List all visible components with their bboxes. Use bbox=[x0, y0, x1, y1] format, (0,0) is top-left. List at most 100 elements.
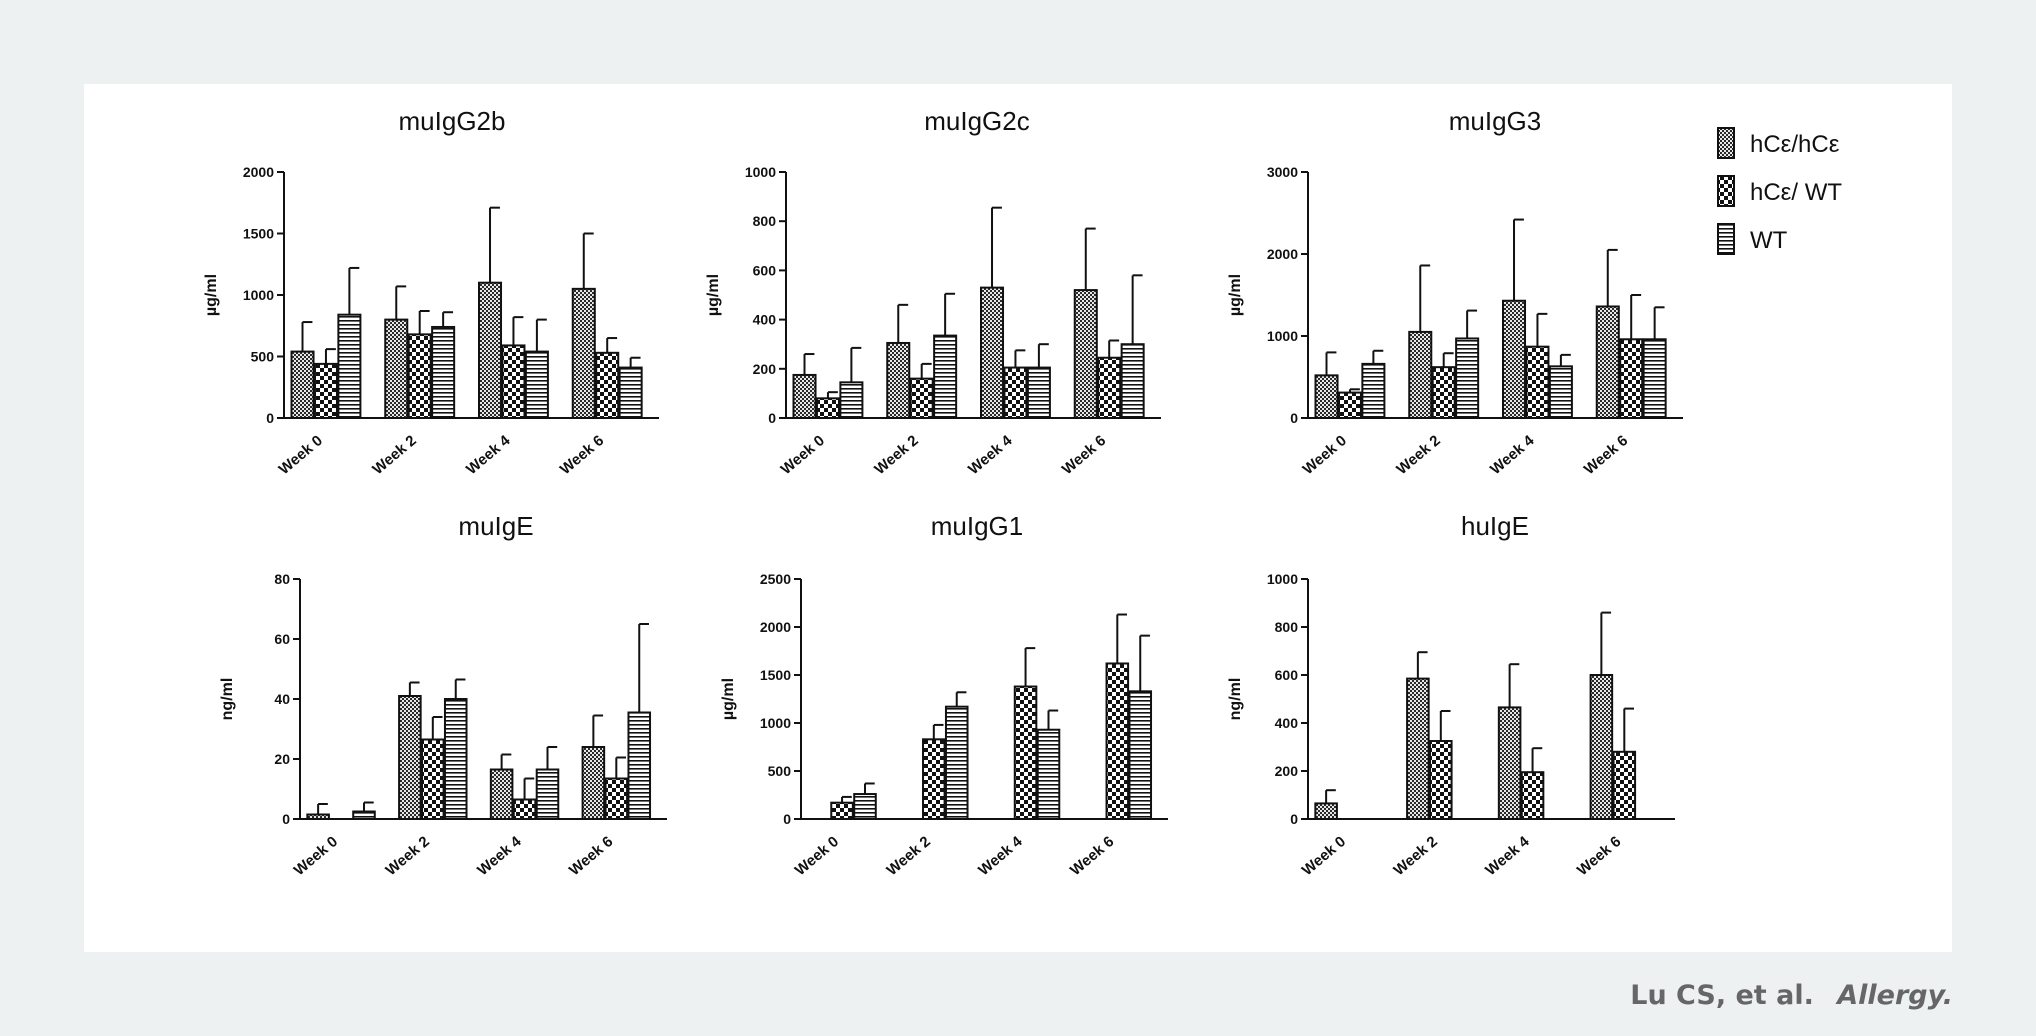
bar-wt bbox=[1120, 343, 1145, 420]
bar-wt bbox=[1548, 365, 1573, 419]
x-tick-label: Week 6 bbox=[1581, 432, 1631, 478]
chart-title: muIgG1 bbox=[931, 511, 1024, 541]
x-tick-label: Week 6 bbox=[1059, 432, 1109, 478]
x-tick-label: Week 4 bbox=[463, 432, 514, 478]
x-tick-label: Week 0 bbox=[778, 432, 828, 478]
chart-muIgG1: muIgG1 µg/ml 0 500 1000 1500 2000 2500 Week 0 Wee… bbox=[720, 511, 1168, 879]
chart-muIgE: muIgE ng/ml 0 20 40 60 80 Week 0 Week 2 Week 4 Wee… bbox=[219, 511, 667, 879]
x-tick-label: Week 6 bbox=[1067, 833, 1117, 879]
citation: Lu CS, et al. Allergy. bbox=[1630, 980, 1953, 1011]
y-tick-label: 500 bbox=[251, 349, 275, 365]
bar-hce-wt bbox=[815, 397, 840, 420]
bar-wt bbox=[1026, 366, 1051, 420]
y-axis-label: ng/ml bbox=[1227, 678, 1244, 721]
bar-wt bbox=[1361, 362, 1386, 420]
bar-hce-wt bbox=[1013, 685, 1038, 821]
y-tick-label: 200 bbox=[753, 361, 777, 377]
legend-label-hce-wt: hCε/ WT bbox=[1750, 179, 1842, 206]
legend-label-hce-hce: hCε/hCε bbox=[1750, 131, 1840, 158]
bar-wt bbox=[1128, 690, 1153, 821]
bar-hce-wt bbox=[595, 351, 620, 419]
bar-hce-hce bbox=[792, 373, 817, 420]
y-tick-label: 1000 bbox=[1267, 571, 1298, 587]
y-tick-label: 0 bbox=[1290, 410, 1298, 426]
bar-hce-hce bbox=[1502, 299, 1527, 420]
y-axis-label: µg/ml bbox=[705, 274, 722, 316]
bar-hce-hce bbox=[1497, 706, 1522, 821]
bar-hce-hce bbox=[1595, 305, 1620, 419]
bar-hce-hce bbox=[571, 287, 596, 419]
bar-wt bbox=[535, 768, 560, 820]
bar-hce-hce bbox=[1073, 289, 1098, 419]
x-tick-label: Week 0 bbox=[276, 432, 326, 478]
bar-hce-wt bbox=[1525, 345, 1550, 419]
bar-wt bbox=[618, 366, 643, 420]
x-tick-label: Week 6 bbox=[557, 432, 607, 478]
y-tick-label: 600 bbox=[1275, 667, 1299, 683]
y-tick-label: 0 bbox=[266, 410, 274, 426]
y-tick-label: 40 bbox=[274, 691, 290, 707]
bar-hce-wt bbox=[830, 801, 854, 820]
y-tick-label: 800 bbox=[1275, 619, 1299, 635]
chart-title: huIgE bbox=[1461, 511, 1529, 541]
bar-wt bbox=[839, 381, 864, 419]
bar-wt bbox=[443, 698, 468, 820]
y-tick-label: 1000 bbox=[760, 715, 791, 731]
legend-swatch-wt bbox=[1717, 223, 1735, 255]
bar-hce-hce bbox=[489, 768, 514, 820]
y-tick-label: 400 bbox=[1275, 715, 1299, 731]
bar-hce-wt bbox=[313, 362, 338, 420]
y-tick-label: 2000 bbox=[760, 619, 791, 635]
chart-title: muIgG2c bbox=[924, 106, 1030, 136]
bar-wt bbox=[431, 325, 456, 419]
bar-hce-hce bbox=[980, 286, 1005, 419]
y-tick-label: 0 bbox=[1290, 811, 1298, 827]
bar-hce-hce bbox=[290, 350, 315, 419]
y-tick-label: 0 bbox=[783, 811, 791, 827]
x-tick-label: Week 2 bbox=[1391, 833, 1441, 879]
x-tick-label: Week 2 bbox=[1393, 432, 1443, 478]
y-tick-label: 3000 bbox=[1267, 164, 1298, 180]
bar-wt bbox=[1642, 338, 1667, 419]
legend: hCε/hCε hCε/ WT WT bbox=[1717, 127, 1842, 255]
bar-wt bbox=[1036, 728, 1061, 820]
bar-hce-wt bbox=[1097, 356, 1122, 420]
y-axis-label: ng/ml bbox=[219, 678, 236, 721]
y-tick-label: 2000 bbox=[1267, 246, 1298, 262]
y-axis-label: µg/ml bbox=[720, 678, 737, 720]
bar-hce-wt bbox=[1429, 740, 1453, 820]
bar-hce-wt bbox=[1105, 662, 1130, 820]
y-tick-label: 1000 bbox=[243, 287, 274, 303]
x-tick-label: Week 2 bbox=[884, 833, 934, 879]
y-tick-label: 1500 bbox=[243, 226, 274, 242]
bar-wt bbox=[352, 810, 376, 820]
y-axis-label: µg/ml bbox=[203, 274, 220, 316]
bar-hce-wt bbox=[512, 798, 537, 820]
bar-hce-wt bbox=[909, 377, 934, 420]
y-tick-label: 600 bbox=[753, 262, 777, 278]
bar-hce-hce bbox=[306, 813, 330, 820]
bar-wt bbox=[933, 334, 958, 419]
bar-hce-wt bbox=[922, 738, 946, 821]
bar-wt bbox=[337, 313, 362, 419]
figure-panel: muIgG2b µg/ml 0 500 1000 1500 2000 Week 0 Week 2… bbox=[84, 84, 1952, 952]
y-tick-label: 0 bbox=[768, 410, 776, 426]
x-tick-label: Week 4 bbox=[1487, 432, 1538, 478]
chart-title: muIgG3 bbox=[1449, 106, 1542, 136]
x-tick-label: Week 6 bbox=[566, 833, 616, 879]
y-tick-label: 400 bbox=[753, 312, 777, 328]
y-tick-label: 1000 bbox=[745, 164, 776, 180]
bar-hce-hce bbox=[886, 341, 911, 419]
bar-wt bbox=[627, 711, 652, 820]
chart-muIgG3: muIgG3 µg/ml 0 1000 2000 3000 Week 0 Week 2 Week… bbox=[1227, 106, 1683, 478]
bar-wt bbox=[524, 350, 549, 419]
y-tick-label: 20 bbox=[274, 751, 290, 767]
x-tick-label: Week 2 bbox=[369, 432, 419, 478]
bar-hce-hce bbox=[384, 318, 409, 420]
x-tick-label: Week 2 bbox=[383, 833, 433, 879]
bar-hce-hce bbox=[398, 695, 422, 820]
chart-title: muIgG2b bbox=[399, 106, 506, 136]
bar-hce-hce bbox=[1589, 674, 1614, 820]
y-tick-label: 2500 bbox=[760, 571, 791, 587]
